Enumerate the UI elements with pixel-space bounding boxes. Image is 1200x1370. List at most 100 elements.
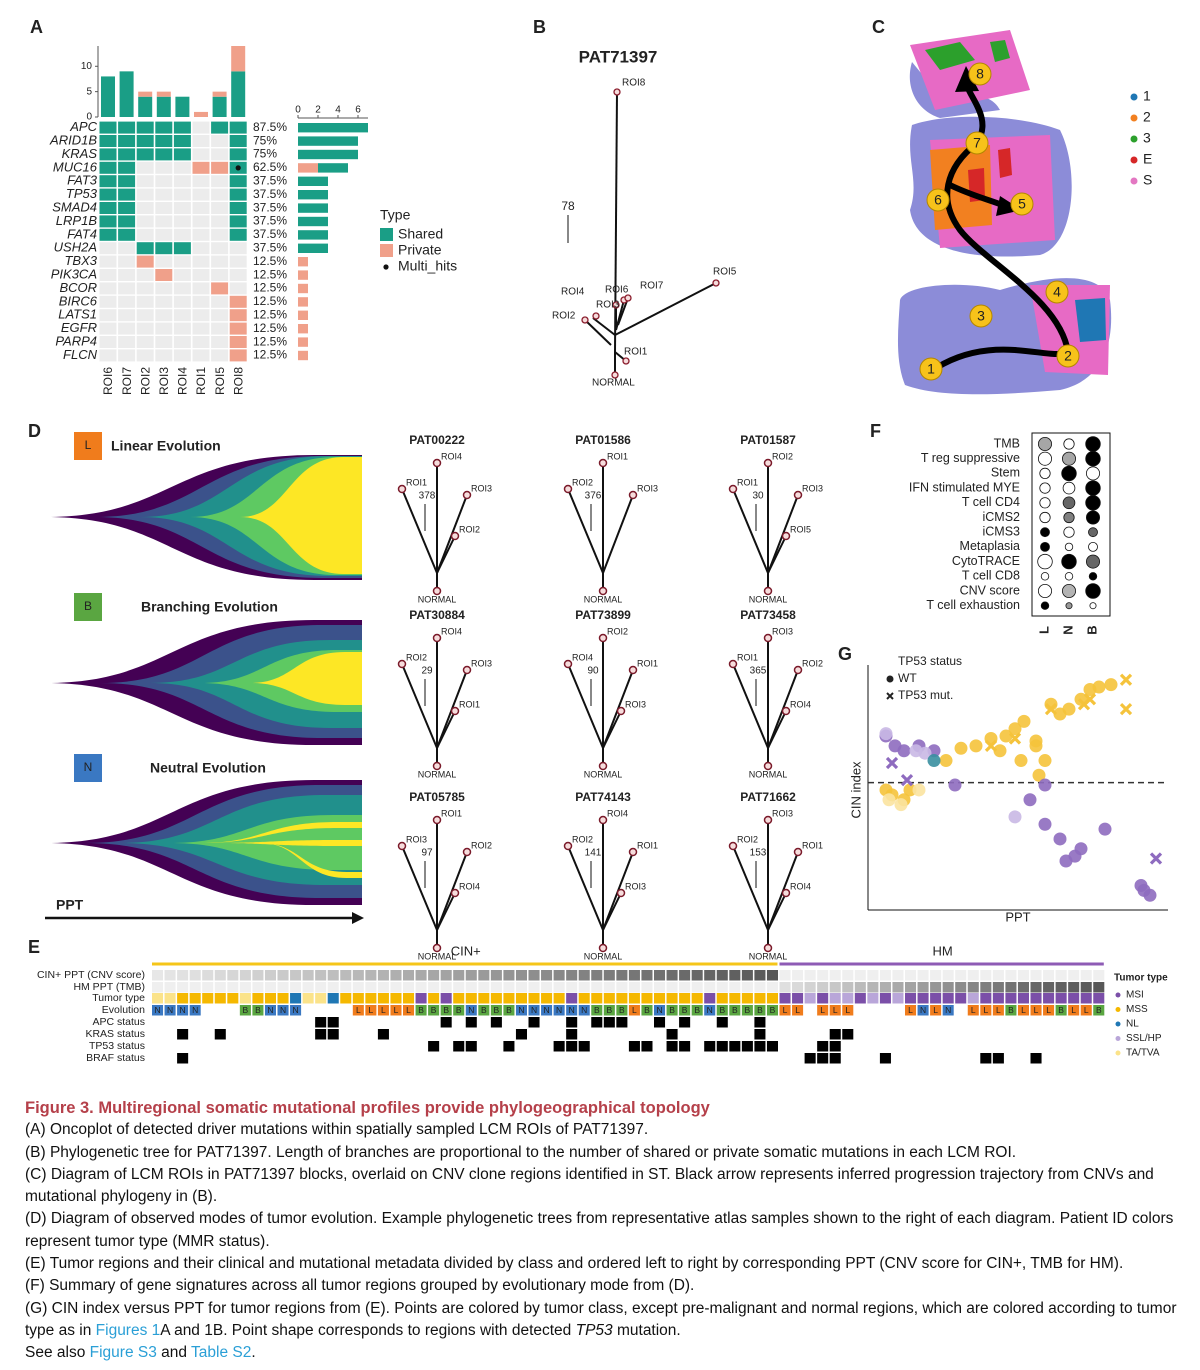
cell <box>173 349 191 362</box>
mutation-cell <box>679 1053 690 1064</box>
cell <box>118 161 136 174</box>
cell <box>99 349 117 362</box>
type-cell <box>879 993 891 1004</box>
caption-text: (A) Oncoplot of detected driver mutation… <box>25 1121 649 1139</box>
empty-cell <box>641 982 653 993</box>
mutation-cell <box>491 1053 502 1064</box>
mutation-cell <box>1018 1029 1029 1040</box>
evolution-cell <box>290 1005 302 1016</box>
mutation-cell <box>892 1029 903 1040</box>
mutation-cell <box>566 1029 578 1040</box>
row-label: iCMS2 <box>982 510 1020 524</box>
type-cell <box>390 993 402 1004</box>
type-cell <box>829 993 841 1004</box>
caption-link[interactable]: Figures 1 <box>95 1321 161 1339</box>
point <box>1104 678 1118 692</box>
empty-cell <box>528 982 540 993</box>
cell <box>229 322 247 335</box>
tree-title: PAT71662 <box>740 790 796 804</box>
cell <box>155 135 173 147</box>
empty-cell <box>1093 970 1105 981</box>
type-cell <box>302 993 314 1004</box>
point <box>1098 822 1112 836</box>
cell <box>155 282 173 295</box>
ppt-cell <box>741 970 753 981</box>
evolution-letter: N <box>280 1005 286 1015</box>
ppt-cell <box>503 970 515 981</box>
mutation-cell <box>278 1041 289 1052</box>
evolution-letter: N <box>468 1005 474 1015</box>
mutation-cell <box>905 1041 916 1052</box>
cell <box>99 336 117 348</box>
cell <box>173 255 191 268</box>
percent-label: 62.5% <box>253 160 287 174</box>
evolution-cell <box>152 1005 164 1016</box>
point <box>1038 778 1052 792</box>
roi-marker <box>969 304 993 328</box>
tree-node <box>624 294 632 302</box>
mutation-cell <box>177 1029 189 1040</box>
empty-cell <box>666 982 678 993</box>
evolution-cell <box>365 1005 377 1016</box>
evolution-letter: L <box>1084 1005 1089 1015</box>
cell <box>136 336 154 348</box>
evolution-letter: N <box>581 1005 587 1015</box>
mutation-cell <box>428 1029 439 1040</box>
ppt-cell <box>315 970 327 981</box>
branch <box>732 845 769 931</box>
type-cell <box>967 993 979 1004</box>
mutation-cell <box>968 1017 979 1028</box>
tree-node <box>598 815 608 825</box>
ppt-cell <box>528 970 540 981</box>
axis-label: CIN index <box>848 761 863 819</box>
branch <box>614 282 717 336</box>
caption-link[interactable]: Table S2 <box>191 1344 252 1362</box>
percent-label: 37.5% <box>253 240 287 254</box>
point <box>1032 768 1046 782</box>
mutation-cell <box>428 1041 440 1052</box>
cell <box>136 295 154 308</box>
evolution-letter: B <box>606 1005 612 1015</box>
tree-node <box>462 665 472 675</box>
tree-title: PAT71397 <box>579 47 658 66</box>
scale-label: 378 <box>419 491 436 502</box>
cell <box>118 188 136 201</box>
mutation-cell <box>918 1053 929 1064</box>
caption-link[interactable]: Figure S3 <box>89 1344 157 1362</box>
cell <box>211 269 229 281</box>
mutation-cell <box>1068 1029 1079 1040</box>
node-label: ROI3 <box>637 483 658 493</box>
type-cell <box>365 993 377 1004</box>
ppt-cell <box>252 970 264 981</box>
legend-label: Multi_hits <box>398 258 457 274</box>
mutation-cell <box>416 1041 427 1052</box>
branch <box>567 663 604 749</box>
tree-node <box>598 586 608 596</box>
caption-text: See also <box>25 1344 90 1362</box>
mutation-cell <box>704 1017 715 1028</box>
tissue <box>1075 298 1106 342</box>
mutation-cell <box>1030 1053 1042 1064</box>
node-label: ROI2 <box>737 834 758 844</box>
tree-node <box>462 847 472 857</box>
roi-marker-label: 6 <box>934 192 942 208</box>
cell <box>211 295 229 308</box>
empty-cell <box>277 982 289 993</box>
ppt-cell <box>453 970 465 981</box>
empty-cell <box>290 982 302 993</box>
ppt-cell <box>1068 982 1080 993</box>
empty-cell <box>428 982 440 993</box>
type-cell <box>264 993 276 1004</box>
mutation-cell <box>566 1053 577 1064</box>
branch <box>767 892 787 931</box>
point <box>897 744 911 758</box>
mutation-cell <box>177 1041 188 1052</box>
empty-cell <box>792 970 804 981</box>
mutation-cell <box>641 1053 652 1064</box>
node-label: NORMAL <box>418 951 457 961</box>
evolution-cell <box>578 1005 590 1016</box>
tree-node <box>598 943 608 953</box>
mutation-cell <box>1056 1017 1067 1028</box>
row-label: CNV score <box>960 583 1020 597</box>
ppt-cell <box>541 970 553 981</box>
